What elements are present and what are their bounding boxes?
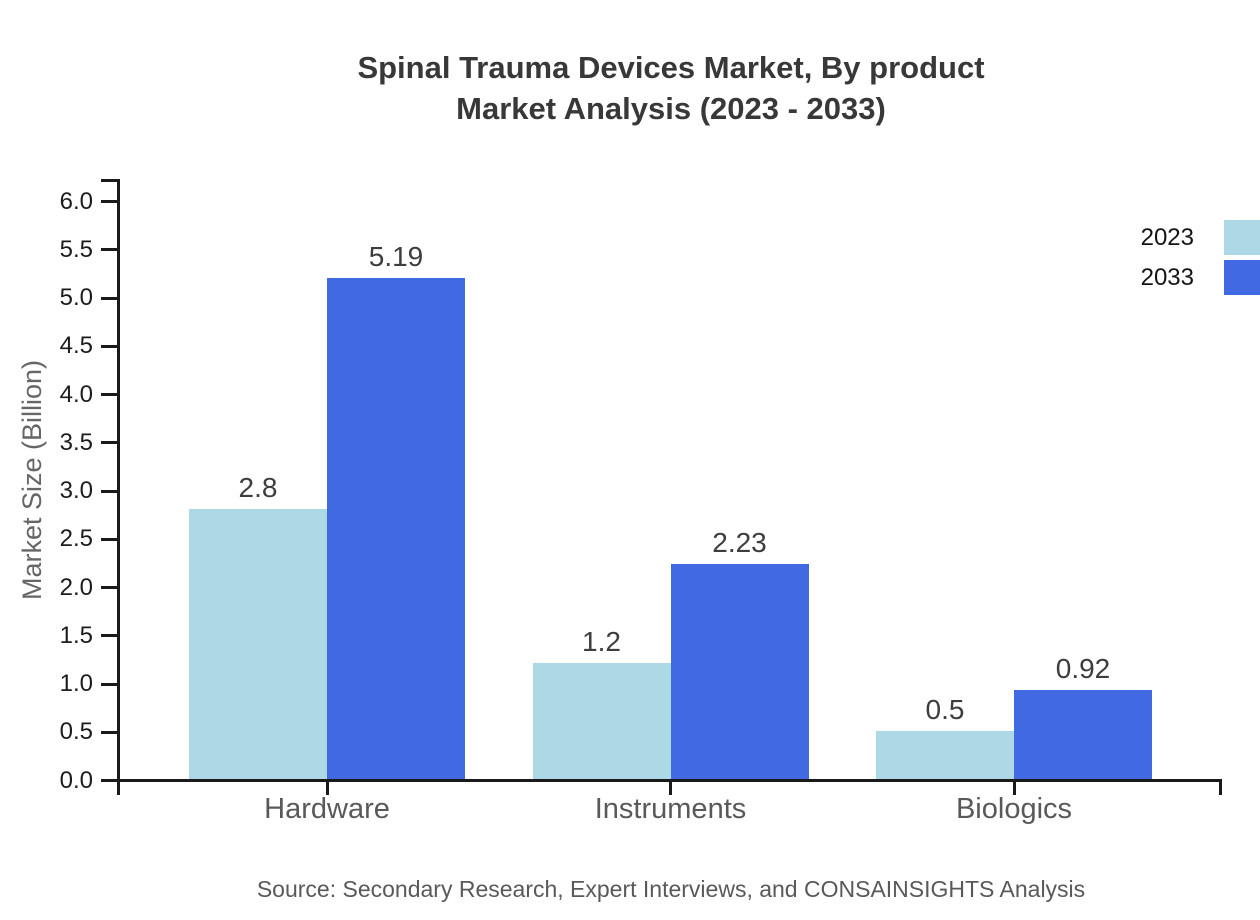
bar-value-label: 0.5 [925, 693, 965, 725]
y-axis-end-tick [101, 179, 117, 182]
y-tick-label: 3.0 [59, 477, 93, 504]
x-axis-origin-tick [117, 779, 120, 795]
x-tick [325, 779, 329, 795]
y-tick [101, 586, 117, 589]
y-tick [101, 344, 117, 348]
bar-value-label: 1.2 [582, 626, 621, 658]
y-tick-label: 2.0 [59, 573, 93, 601]
y-tick-label: 4.5 [59, 332, 93, 360]
bar-2033-instruments [670, 563, 809, 779]
x-tick [669, 779, 672, 795]
y-tick [101, 200, 117, 203]
y-tick [101, 393, 117, 396]
bar-value-label: 2.23 [712, 526, 767, 558]
bar-value-label: 2.8 [238, 471, 278, 503]
y-tick-label: 0.5 [59, 718, 93, 746]
x-tick [1012, 779, 1016, 795]
y-tick [101, 296, 117, 300]
legend-swatch-2033 [1224, 260, 1260, 295]
y-tick-label: 5.5 [59, 235, 93, 263]
y-tick [101, 248, 117, 252]
source-note: Source: Secondary Research, Expert Inter… [256, 876, 1086, 902]
y-tick-label: 1.0 [59, 670, 93, 697]
y-tick-label: 2.5 [59, 525, 93, 553]
y-tick-label: 3.5 [59, 428, 93, 456]
bar-2023-biologics [876, 730, 1014, 779]
y-tick [101, 634, 117, 638]
x-axis-end-tick [1219, 779, 1222, 795]
y-tick [101, 537, 117, 541]
category-label: Hardware [264, 793, 390, 825]
bar-2023-hardware [189, 508, 327, 779]
bar-value-label: 0.92 [1055, 653, 1111, 685]
bar-2033-biologics [1014, 690, 1152, 779]
legend-label-2033: 2033 [1140, 264, 1194, 291]
y-tick [101, 441, 117, 445]
y-tick-label: 5.0 [59, 284, 93, 311]
bar-2023-instruments [532, 663, 671, 779]
chart-title-line2: Market Analysis (2023 - 2033) [456, 91, 886, 126]
bar-value-label: 5.19 [368, 241, 424, 273]
y-tick-label: 0.0 [59, 766, 93, 794]
bar-2033-hardware [327, 278, 465, 779]
y-tick [101, 682, 117, 686]
y-tick-label: 6.0 [59, 187, 93, 215]
category-label: Instruments [594, 793, 747, 825]
legend-label-2023: 2023 [1140, 224, 1194, 251]
category-label: Biologics [955, 793, 1073, 825]
y-tick-label: 4.0 [59, 380, 93, 408]
chart-title-line1: Spinal Trauma Devices Market, By product [357, 50, 985, 85]
legend-swatch-2023 [1224, 220, 1260, 255]
y-tick-label: 1.5 [59, 621, 93, 649]
y-axis-line [117, 179, 120, 782]
chart-title: Spinal Trauma Devices Market, By product… [120, 47, 1222, 129]
y-tick [101, 779, 117, 782]
y-tick [101, 489, 117, 493]
y-tick [101, 730, 117, 734]
